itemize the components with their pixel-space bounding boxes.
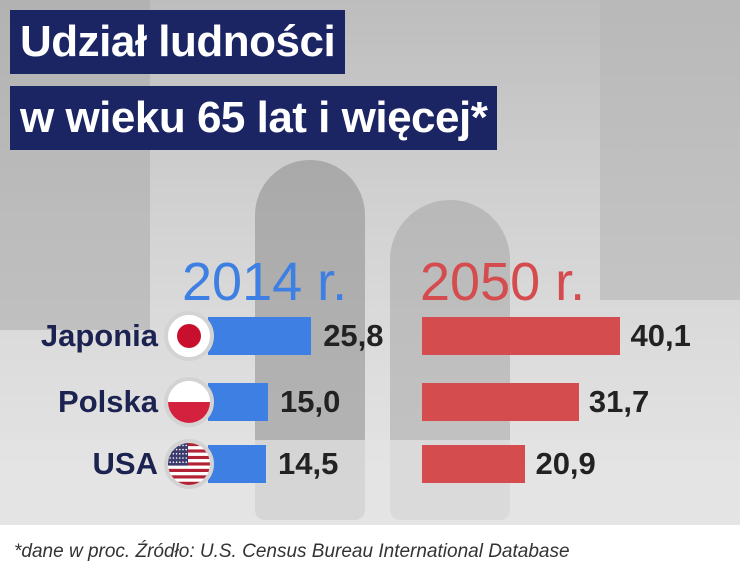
title-line-1: Udział ludności (10, 10, 346, 74)
category-label-usa: USA (92, 446, 158, 481)
footer-band (0, 525, 740, 582)
bar-2014-japonia (208, 317, 312, 355)
japan-flag-icon (164, 311, 214, 361)
category-label-polska: Polska (58, 384, 158, 419)
category-label-japonia: Japonia (40, 318, 158, 353)
usa-flag-icon (164, 439, 214, 489)
value-label-2014-polska: 15,0 (280, 384, 341, 419)
value-label-2050-polska: 31,7 (588, 384, 650, 419)
street-ground (0, 440, 740, 525)
value-label-2050-usa: 20,9 (535, 446, 596, 481)
value-label-2014-japonia: 25,8 (323, 318, 384, 353)
series-header-2014: 2014 r. (182, 252, 348, 312)
series-header-2050: 2050 r. (420, 252, 586, 312)
source-footnote: *dane w proc. Źródło: U.S. Census Bureau… (14, 541, 570, 562)
bar-2050-japonia (422, 317, 621, 355)
building-right-shadow (600, 0, 740, 300)
bar-2050-usa (422, 445, 526, 483)
title-line-2: w wieku 65 lat i więcej* (10, 86, 498, 150)
value-label-2014-usa: 14,5 (278, 446, 339, 481)
value-label-2050-japonia: 40,1 (630, 318, 691, 353)
bar-2014-usa (208, 445, 266, 483)
poland-flag-icon (164, 377, 214, 427)
bar-2050-polska (422, 383, 579, 421)
bar-2014-polska (208, 383, 268, 421)
